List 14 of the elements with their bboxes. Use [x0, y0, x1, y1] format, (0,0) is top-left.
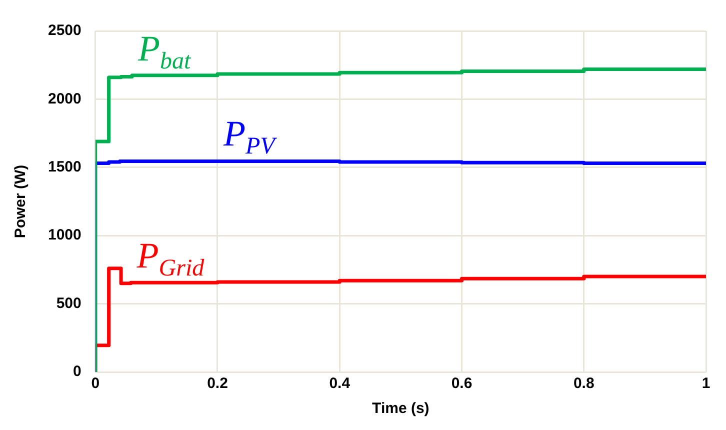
y-tick-label: 1500: [48, 158, 82, 176]
y-tick-label: 2000: [48, 90, 82, 108]
x-tick-label: 0.8: [573, 375, 594, 392]
x-tick-label: 0.4: [329, 375, 351, 392]
x-axis-title: Time (s): [372, 400, 430, 418]
y-tick-label: 2500: [48, 22, 82, 40]
x-tick-label: 0.2: [207, 375, 228, 392]
y-tick-label: 1000: [48, 226, 82, 244]
y-tick-label: 0: [73, 363, 82, 380]
x-tick-label: 0.6: [451, 375, 472, 392]
x-tick-label: 0: [91, 375, 100, 392]
x-tick-label: 1: [702, 375, 710, 392]
y-tick-label: 500: [56, 294, 82, 312]
y-axis-title: Power (W): [12, 164, 30, 238]
